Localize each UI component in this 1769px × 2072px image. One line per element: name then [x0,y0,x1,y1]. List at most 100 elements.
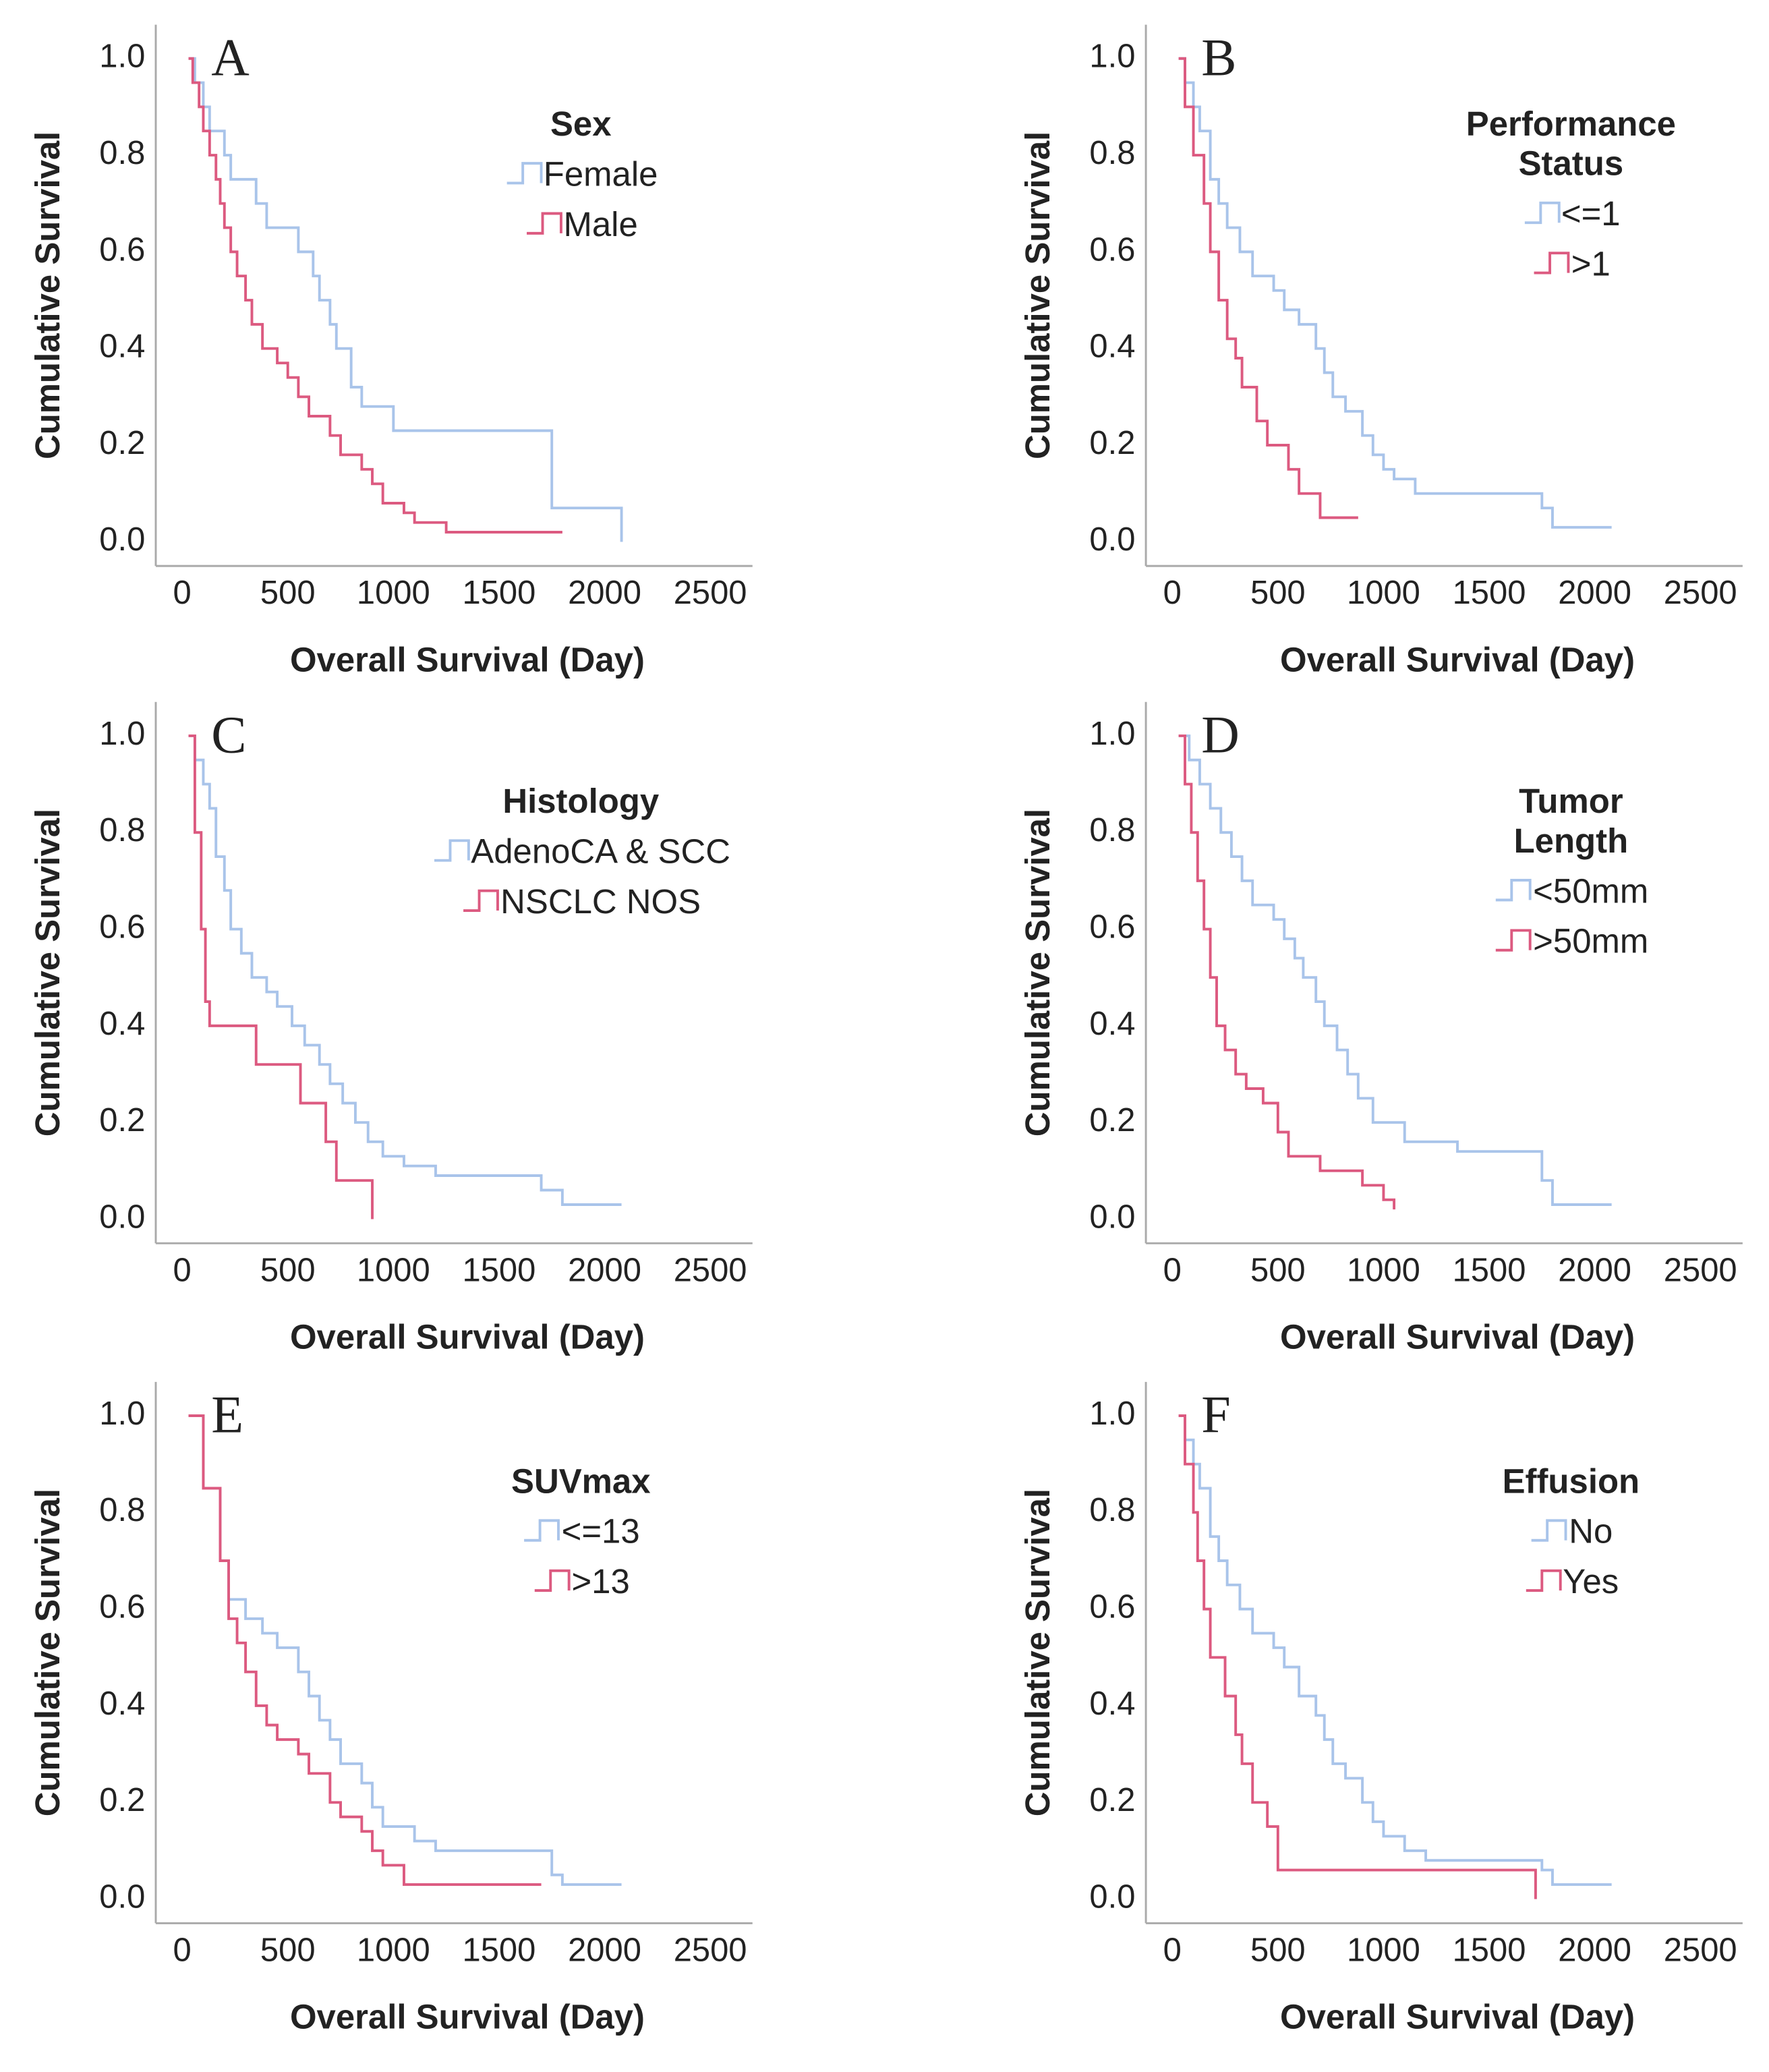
y-tick-label: 0.0 [1089,521,1135,558]
x-axis-label: Overall Survival (Day) [1280,1318,1635,1356]
y-tick-label: 0.8 [1089,1492,1135,1528]
legend-title: Effusion [1502,1461,1640,1501]
legend-entry: <50mm [1493,865,1648,915]
legend-entry: >13 [532,1556,630,1606]
legend-box: Sex Female Male [422,104,739,249]
x-tick-label: 2500 [1664,575,1737,611]
legend-box: Tumor Length <50mm >50mm [1412,781,1729,966]
x-tick-label: 2000 [1558,1252,1631,1288]
y-tick-label: 0.2 [99,425,145,461]
survival-curve [1178,1414,1537,1899]
y-axis-label: Cumulative Survival [28,809,67,1136]
survival-curve [1178,57,1358,519]
y-tick-label: 0.6 [99,909,145,945]
y-tick-label: 0.6 [99,231,145,268]
x-tick-label: 0 [1163,1932,1182,1968]
y-tick-label: 0.4 [1089,1686,1135,1722]
legend-box: Performance Status <=1 >1 [1412,104,1729,289]
x-tick-label: 2500 [1664,1932,1737,1968]
x-tick-label: 1500 [462,1252,535,1288]
y-axis-label: Cumulative Survival [28,132,67,459]
legend-swatch [1532,1519,1568,1542]
x-tick-label: 0 [173,575,192,611]
legend: Performance Status <=1 >1 [1412,104,1729,289]
legend-swatch [524,1519,560,1542]
legend-title: Tumor Length [1513,781,1629,861]
legend-swatch [1496,929,1532,952]
y-tick-label: 0.2 [1089,1782,1135,1818]
legend-icon [526,212,562,235]
y-tick-label: 0.8 [1089,135,1135,171]
x-tick-label: 2000 [568,1252,641,1288]
y-tick-label: 0.0 [99,1879,145,1916]
legend-title: SUVmax [511,1461,651,1501]
survival-curve [188,57,623,542]
y-tick-label: 0.6 [1089,231,1135,268]
survival-curve [188,1414,622,1887]
y-tick-label: 0.4 [99,1686,145,1722]
y-tick-label: 1.0 [1089,716,1135,752]
legend-label: AdenoCA & SCC [471,830,731,871]
panel-letter: E [211,1385,243,1444]
legend-entry: NSCLC NOS [461,876,701,926]
y-tick-label: 0.6 [1089,1589,1135,1625]
legend: Sex Female Male [422,104,739,249]
x-tick-label: 1000 [1347,1252,1420,1288]
y-tick-label: 0.0 [1089,1879,1135,1916]
legend-entry: <=13 [522,1506,640,1556]
y-tick-label: 0.4 [99,1006,145,1042]
x-tick-label: 2500 [674,575,747,611]
y-tick-label: 0.2 [1089,425,1135,461]
y-tick-label: 0.0 [99,521,145,558]
legend-swatch [1496,879,1532,902]
legend-swatch [1524,201,1560,225]
legend-icon [1526,1569,1562,1592]
y-tick-label: 0.6 [99,1589,145,1625]
y-axis-label: Cumulative Survival [1018,1489,1057,1816]
survival-curve [188,57,562,534]
legend-swatch [1534,252,1570,275]
y-tick-label: 1.0 [99,38,145,75]
x-tick-label: 500 [1250,575,1306,611]
y-tick-label: 1.0 [99,1395,145,1432]
x-tick-label: 1000 [357,1932,430,1968]
y-tick-label: 0.8 [99,812,145,848]
survival-curve [1178,734,1396,1210]
y-tick-label: 0.4 [1089,328,1135,365]
x-tick-label: 0 [173,1932,192,1968]
legend-icon [434,839,470,862]
legend: Effusion No Yes [1412,1461,1729,1606]
x-tick-label: 1500 [1453,1252,1526,1288]
legend-swatch [534,1569,571,1592]
legend-entry: AdenoCA & SCC [432,826,730,876]
y-tick-label: 0.4 [1089,1006,1135,1042]
x-axis-label: Overall Survival (Day) [1280,1998,1635,2036]
legend-label: No [1569,1510,1613,1551]
legend-title: Histology [502,781,660,821]
y-tick-label: 1.0 [1089,1395,1135,1432]
legend-icon [1496,929,1532,952]
legend-swatch [506,162,542,185]
x-tick-label: 0 [1163,1252,1182,1288]
y-tick-label: 0.6 [1089,909,1135,945]
legend-box: SUVmax <=13 >13 [511,1461,651,1606]
x-tick-label: 1500 [1453,575,1526,611]
legend-swatch [526,212,562,235]
legend-swatch [1526,1569,1562,1592]
y-tick-label: 0.2 [99,1102,145,1139]
legend-entry: Male [524,199,638,249]
legend: Tumor Length <50mm >50mm [1412,781,1729,966]
legend-box: Effusion No Yes [1412,1461,1729,1606]
legend-box: Histology AdenoCA & SCC NSCLC NOS [432,781,730,926]
x-tick-label: 2000 [568,575,641,611]
panel-letter: C [211,705,246,764]
x-tick-label: 2500 [674,1252,747,1288]
panel: 0.0 0.2 0.4 0.6 0.8 1.0 0 500 1000 1500 2000 2500 Ov… [28,1381,753,2036]
survival-curve [188,734,622,1206]
legend-icon [1532,1519,1568,1542]
survival-curve [188,734,374,1219]
legend-icon [1534,252,1570,275]
legend-label: Male [563,203,638,243]
x-tick-label: 1000 [357,1252,430,1288]
